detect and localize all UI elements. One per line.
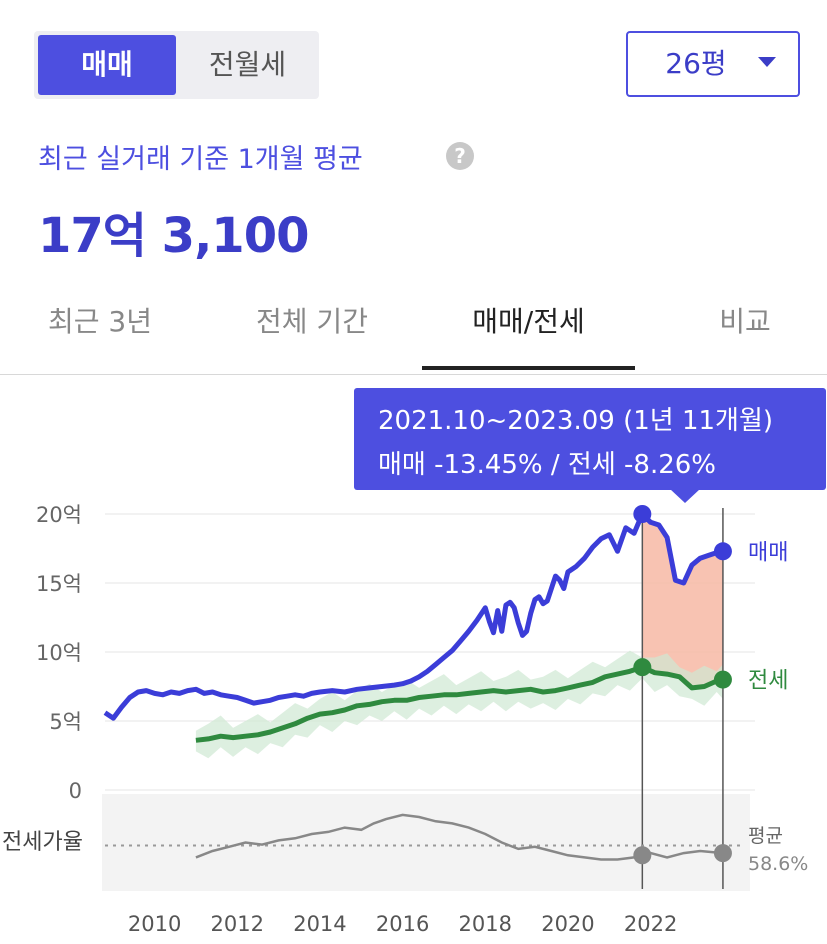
series-label-jeonse: 전세 [748, 669, 788, 694]
jeonse-range-band [195, 650, 723, 759]
y-tick-label: 20억 [36, 503, 82, 527]
tab-recent-3y[interactable]: 최근 3년 [48, 305, 152, 338]
tooltip-period: 2021.10~2023.09 (1년 11개월) [378, 406, 774, 436]
x-tick-label: 2012 [211, 912, 264, 936]
toggle-sale-button[interactable]: 매매 [38, 35, 176, 95]
sale-start-marker [633, 505, 652, 523]
sale-end-marker [713, 542, 732, 561]
ratio-end-marker [713, 844, 732, 863]
ratio-panel-label: 전세가율 [2, 830, 83, 855]
caret-down-icon [758, 57, 776, 67]
period-tabs: 최근 3년 전체 기간 매매/전세 비교 [0, 292, 827, 375]
tooltip-change: 매매 -13.45% / 전세 -8.26% [378, 450, 716, 480]
help-icon[interactable]: ? [446, 142, 474, 170]
series-label-sale: 매매 [748, 540, 788, 565]
x-tick-label: 2020 [541, 912, 594, 936]
series-line-sale [103, 511, 724, 721]
range-tooltip: 2021.10~2023.09 (1년 11개월) 매매 -13.45% / 전… [354, 388, 826, 490]
y-tick-label: 0 [69, 779, 82, 803]
ratio-start-marker [633, 846, 652, 865]
ratio-avg-label: 평균 [748, 825, 783, 847]
x-tick-label: 2022 [624, 912, 677, 936]
x-tick-label: 2018 [459, 912, 512, 936]
size-select[interactable]: 26평 [626, 31, 800, 97]
summary-label: 최근 실거래 기준 1개월 평균 [38, 144, 363, 175]
y-tick-label: 5억 [49, 710, 82, 734]
x-tick-label: 2016 [376, 912, 429, 936]
jeonse-end-marker [713, 670, 732, 689]
trade-type-toggle: 매매 전월세 [34, 31, 319, 99]
average-price: 17억 3,100 [38, 208, 309, 264]
size-select-value: 26평 [665, 47, 727, 80]
tab-all-period[interactable]: 전체 기간 [256, 305, 368, 338]
x-tick-label: 2010 [128, 912, 181, 936]
jeonse-start-marker [633, 658, 652, 677]
ratio-panel-bg [102, 794, 750, 891]
toggle-rent-button[interactable]: 전월세 [208, 48, 287, 81]
y-tick-label: 15억 [36, 572, 82, 596]
tooltip-pointer [670, 489, 700, 503]
active-tab-indicator [422, 366, 635, 370]
ratio-avg-value: 58.6% [748, 853, 808, 875]
x-tick-label: 2014 [293, 912, 346, 936]
y-tick-label: 10억 [36, 641, 82, 665]
tab-compare[interactable]: 비교 [719, 305, 771, 338]
tab-sale-jeonse[interactable]: 매매/전세 [472, 305, 585, 338]
